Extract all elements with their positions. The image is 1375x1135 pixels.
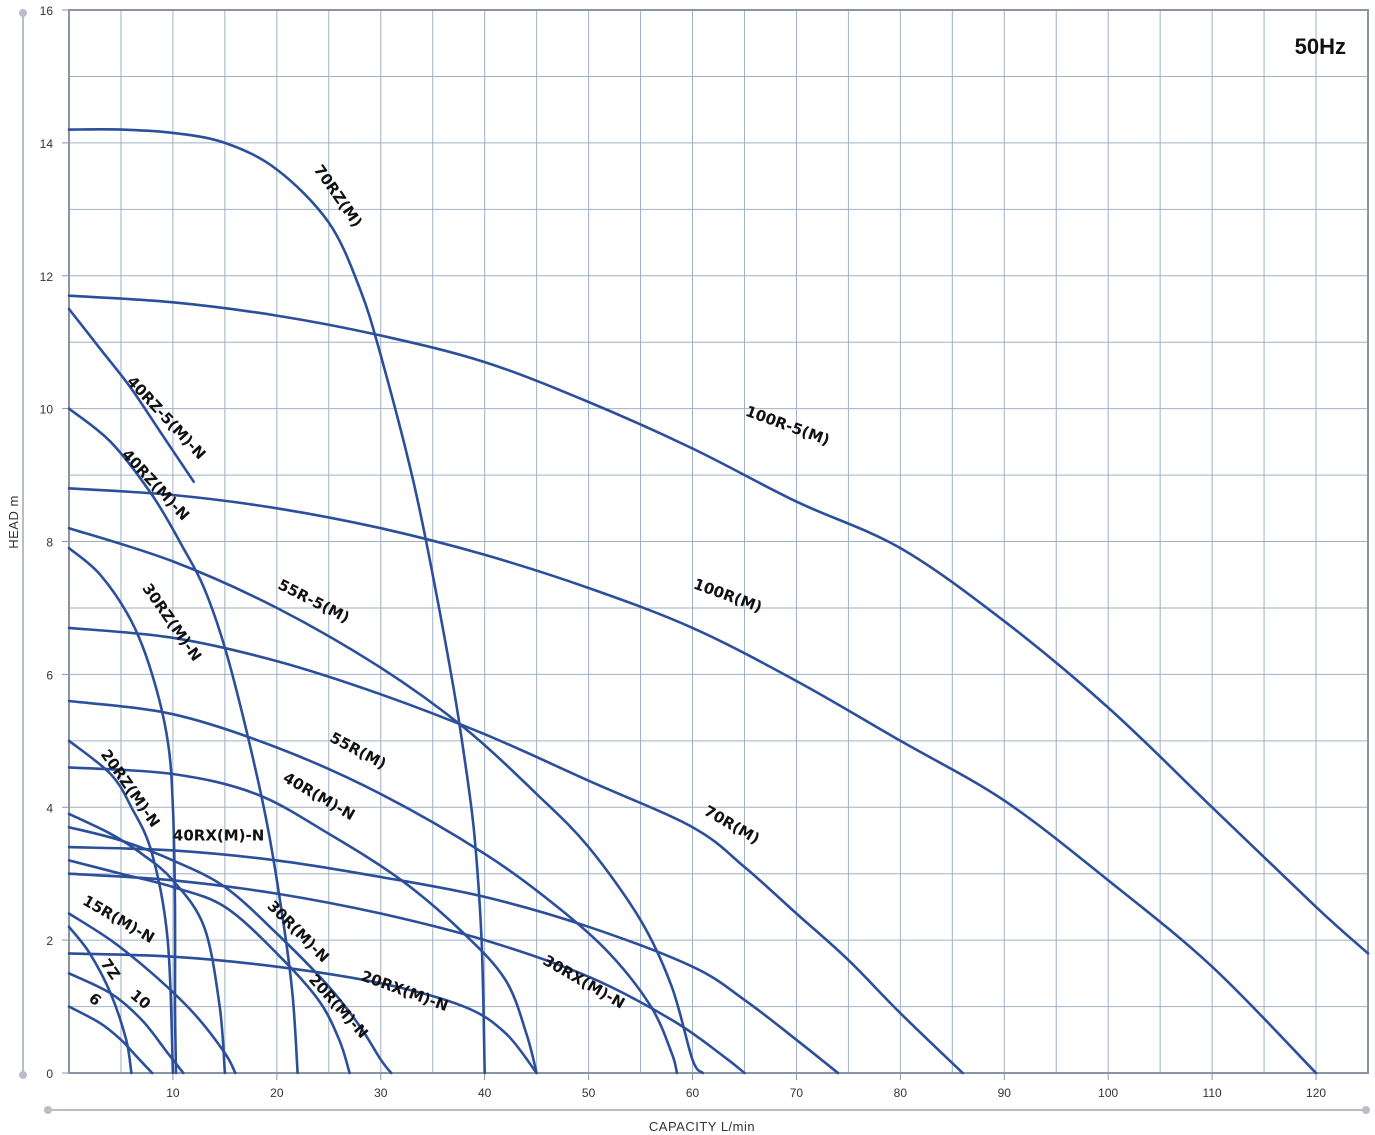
x-tick-label: 120	[1306, 1086, 1326, 1100]
curve-10	[67, 972, 185, 1075]
curve-label: 40RX(M)-N	[173, 826, 264, 844]
x-tick-label: 80	[894, 1086, 908, 1100]
curve-label: 30RZ(M)-N	[138, 580, 205, 665]
x-tick-label: 60	[686, 1086, 700, 1100]
pump-curves	[67, 128, 1370, 1075]
chart-title: 50Hz	[1295, 34, 1346, 59]
y-tick-label: 0	[46, 1067, 53, 1081]
y-tick-label: 10	[40, 403, 54, 417]
y-tick-label: 4	[46, 801, 53, 815]
curve-30rz-m-n	[67, 546, 178, 1075]
axis-lines	[19, 9, 1370, 1114]
curve-15r-m-n	[67, 912, 237, 1075]
curve-label: 100R(M)	[691, 575, 764, 616]
x-tick-label: 90	[998, 1086, 1012, 1100]
x-axis-title: CAPACITY L/min	[649, 1119, 755, 1134]
x-tick-label: 10	[166, 1086, 180, 1100]
curve-30rx-m-n	[67, 872, 746, 1075]
y-tick-label: 16	[40, 4, 54, 18]
x-tick-label: 70	[790, 1086, 804, 1100]
curve-label: 70RZ(M)	[310, 161, 366, 230]
y-tick-label: 12	[40, 270, 54, 284]
curve-label: 55R(M)	[327, 728, 389, 773]
x-tick-label: 20	[270, 1086, 284, 1100]
curve-40rx-m-n	[67, 845, 840, 1075]
y-tick-label: 14	[40, 137, 54, 151]
curve-40r-m-n	[67, 766, 538, 1075]
y-axis-end-dot	[19, 9, 27, 17]
curve-20rz-m-n	[67, 739, 175, 1075]
curve-100r-m	[67, 487, 1318, 1075]
y-axis-title: HEAD m	[6, 495, 21, 549]
curve-20r-m-n	[67, 859, 351, 1075]
curve-55r-5-m	[67, 526, 705, 1075]
x-tick-label: 100	[1098, 1086, 1118, 1100]
x-tick-label: 110	[1203, 1086, 1222, 1100]
axis-ticks: 10 20 30 40 50 60 70 80 90 100 110 120 0 2 4 6 8 10 12 14 16	[40, 4, 1327, 1100]
x-axis-end-dot	[1362, 1106, 1370, 1114]
curve-70rz-m	[67, 128, 486, 1075]
curve-55r-m	[67, 699, 679, 1075]
y-tick-label: 8	[46, 536, 53, 550]
curve-100r-5-m	[67, 294, 1370, 955]
curve-labels: 70RZ(M)100R-5(M)100R(M)40RZ-5(M)-N40RZ(M…	[79, 161, 832, 1042]
y-tick-label: 2	[46, 934, 53, 948]
curve-40rz-m-n	[67, 407, 299, 1075]
curve-label: 55R-5(M)	[275, 576, 352, 627]
curve-label: 7Z	[97, 955, 124, 983]
x-tick-label: 50	[582, 1086, 596, 1100]
curve-label: 100R-5(M)	[743, 402, 832, 449]
curve-label: 20RX(M)-N	[359, 967, 451, 1015]
curve-label: 40RZ(M)-N	[118, 446, 193, 525]
grid-lines	[69, 10, 1368, 1073]
y-tick-label: 6	[46, 668, 53, 682]
curve-unlabeled	[67, 812, 227, 1075]
y-axis-end-dot	[19, 1071, 27, 1079]
x-axis-end-dot	[44, 1106, 52, 1114]
curve-30r-m-n	[67, 825, 393, 1075]
curve-label: 70R(M)	[701, 802, 763, 848]
curve-70r-m	[67, 626, 964, 1075]
curve-6	[67, 1005, 154, 1075]
curve-label: 20RZ(M)-N	[97, 746, 164, 831]
x-tick-label: 40	[478, 1086, 492, 1100]
curve-20rx-m-n	[67, 952, 538, 1075]
curve-label: 15R(M)-N	[79, 891, 157, 947]
curve-40rz-5-m-n	[67, 307, 195, 483]
x-tick-label: 30	[374, 1086, 388, 1100]
